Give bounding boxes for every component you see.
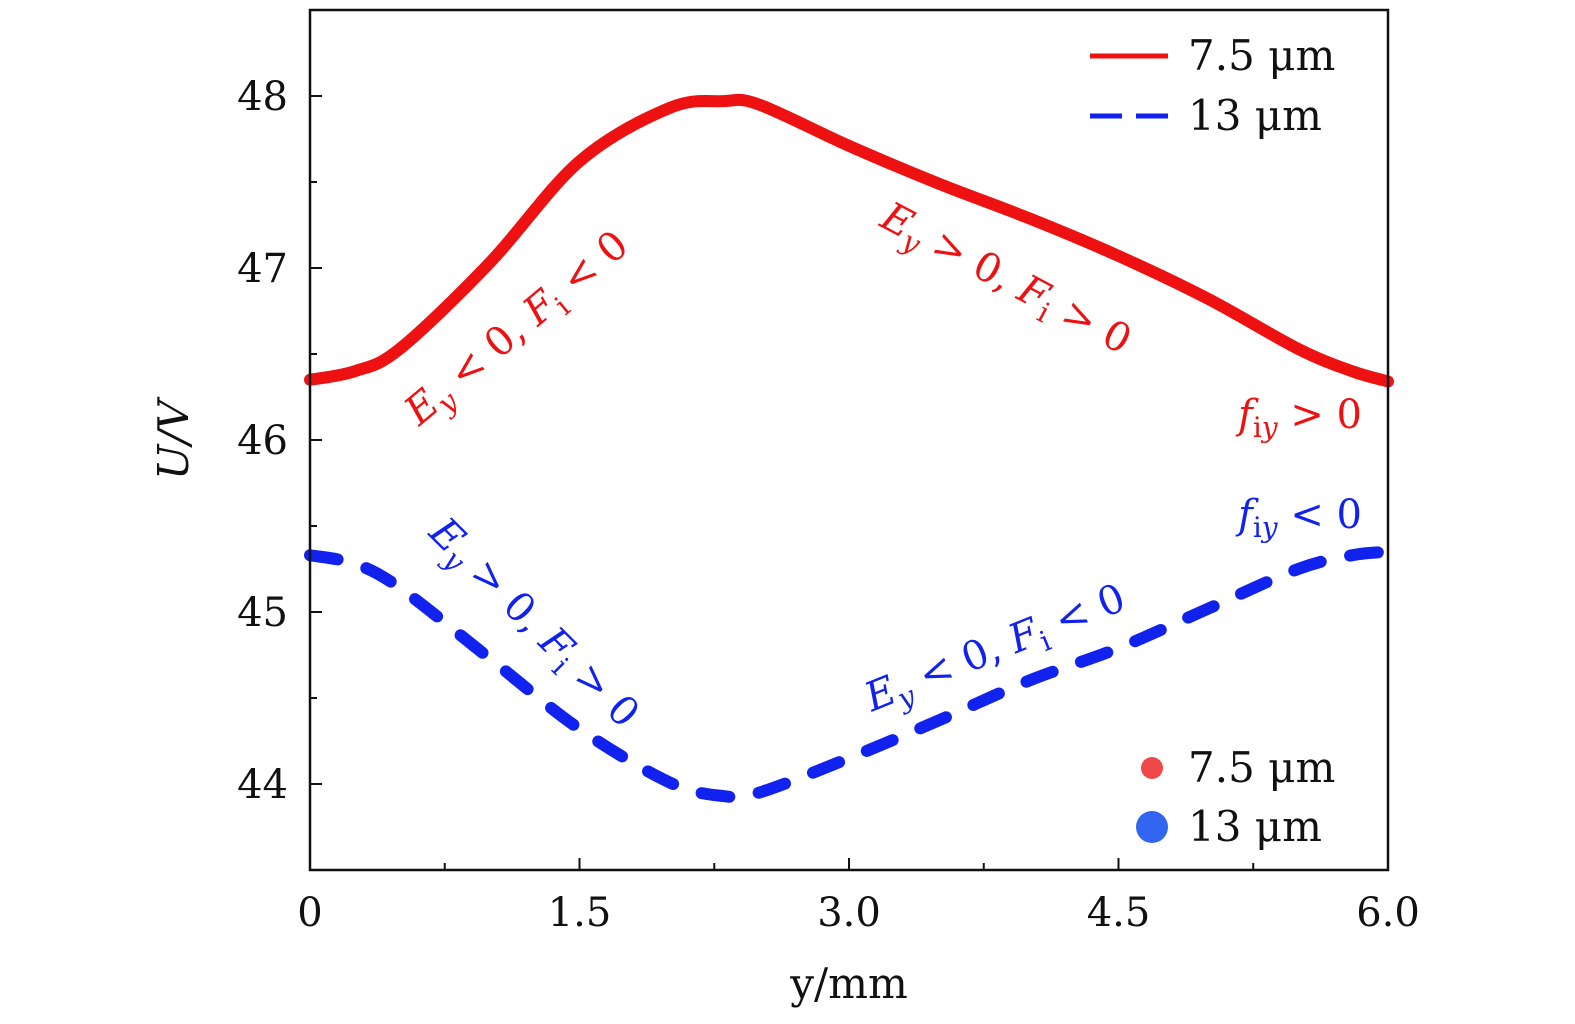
x-tick-label: 4.5 (1087, 890, 1151, 936)
curves (304, 93, 1394, 804)
annotation-part: y (1260, 411, 1279, 444)
annotation-part: < 0 (1036, 575, 1131, 649)
x-axis-label: y/mm (789, 959, 908, 1008)
series-line-13um (304, 545, 1394, 804)
x-tick-label: 1.5 (548, 890, 612, 936)
x-tick-label: 0 (297, 890, 322, 936)
annotation-part: > 0 (1043, 283, 1139, 363)
legend-label-red-line: 7.5 μm (1188, 31, 1335, 80)
annotation-part: y (1260, 511, 1279, 544)
annotation-blue-right: Ey < 0, Fi < 0 (858, 575, 1134, 727)
annotation-blue-left: Ey > 0, Fi > 0 (415, 508, 648, 741)
x-axis-label-text: y/mm (789, 959, 908, 1008)
x-tick-label: 3.0 (817, 890, 881, 936)
annotations: Ey < 0, Fi < 0 Ey > 0, Fi > 0 fiy > 0 Ey > … (395, 193, 1362, 741)
legend-markers: 7.5 μm 13 μm (1136, 743, 1335, 851)
legend-label-blue-marker: 13 μm (1188, 802, 1322, 851)
annotation-blue-fiy: fiy < 0 (1235, 492, 1362, 544)
series-line-7-5um (304, 93, 1394, 388)
annotation-part: > 0, (913, 215, 1032, 307)
legend-lines: 7.5 μm 13 μm (1090, 31, 1335, 140)
y-tick-label: 47 (237, 246, 288, 292)
annotation-red-right: Ey > 0, Fi > 0 (870, 193, 1139, 369)
y-tick-label: 45 (237, 590, 288, 636)
legend-label-blue-line: 13 μm (1188, 91, 1322, 140)
x-tick-label: 6.0 (1356, 890, 1420, 936)
annotation-red-left: Ey < 0, Fi < 0 (395, 222, 641, 440)
y-tick-label: 48 (237, 74, 288, 120)
y-axis-label: U/V (149, 396, 198, 480)
annotation-part: < 0 (1278, 492, 1362, 538)
y-axis-label-text: U/V (149, 396, 198, 480)
axis-ticks: 0 1.5 3.0 4.5 6.0 44 45 46 47 48 (237, 9, 1420, 936)
annotation-part: i (1253, 411, 1262, 444)
annotation-part: > 0 (1278, 392, 1362, 438)
annotation-red-fiy: fiy > 0 (1235, 392, 1362, 444)
legend-marker-blue (1136, 811, 1168, 843)
annotation-part: i (1253, 511, 1262, 544)
legend-marker-red (1141, 757, 1163, 779)
y-tick-label: 44 (237, 762, 288, 808)
legend-label-red-marker: 7.5 μm (1188, 743, 1335, 792)
y-tick-label: 46 (237, 418, 288, 464)
